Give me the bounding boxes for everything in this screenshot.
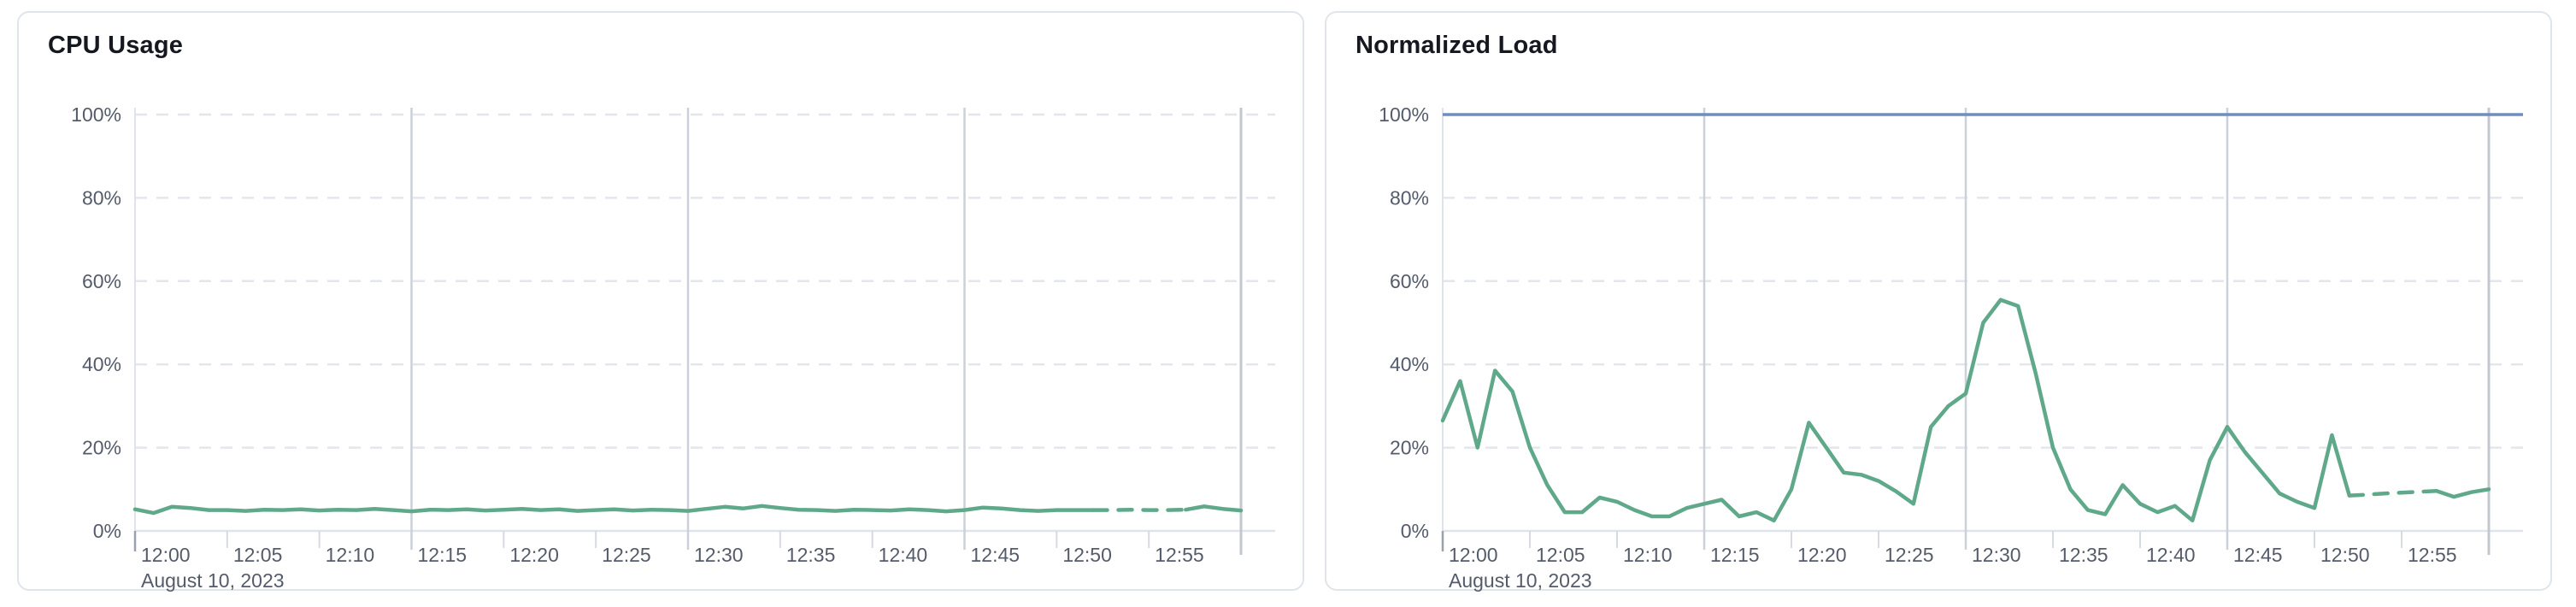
y-tick-label: 0% xyxy=(93,520,121,542)
x-tick-label: 12:05 xyxy=(233,544,283,566)
cpu-usage-title: CPU Usage xyxy=(48,32,184,59)
normalized-load-plot[interactable]: 0% 20% 40% 60% 80% 100% 12:00 12:05 12:10 12:15 12… xyxy=(1349,65,2530,595)
y-tick-label: 20% xyxy=(1390,437,1429,459)
cpu-usage-panel: CPU Usage 0% 20% 40% 60% 80% 100% 12:00 12:05 12… xyxy=(17,11,1304,592)
x-tick-label: 12:25 xyxy=(1885,544,1934,566)
x-tick-label: 12:55 xyxy=(1155,544,1204,566)
normalized-load-title: Normalized Load xyxy=(1356,32,1558,59)
x-tick-label: 12:45 xyxy=(971,544,1020,566)
normalized-load-panel: Normalized Load 0% 20% 40% 60% 80% 100% 12:00 1… xyxy=(1325,11,2552,592)
y-tick-label: 0% xyxy=(1401,520,1429,542)
chart-layers: 0% 20% 40% 60% 80% 100% 12:00 12:05 12:10 12:15 12… xyxy=(71,103,1275,592)
x-tick-label: 12:40 xyxy=(879,544,928,566)
x-tick-label: 12:50 xyxy=(1062,544,1112,566)
y-tick-label: 100% xyxy=(1379,103,1429,126)
y-tick-label: 20% xyxy=(82,437,121,459)
x-tick-label: 12:20 xyxy=(509,544,559,566)
series-line-dashed xyxy=(2347,488,2439,498)
x-tick-label: 12:05 xyxy=(1536,544,1585,566)
x-tick-label: 12:15 xyxy=(1710,544,1760,566)
series-line xyxy=(1440,298,2352,523)
y-tick-label: 40% xyxy=(82,353,121,375)
y-tick-label: 60% xyxy=(82,270,121,292)
x-tick-label: 12:40 xyxy=(2146,544,2196,566)
x-tick-label: 12:20 xyxy=(1797,544,1847,566)
y-tick-label: 80% xyxy=(1390,186,1429,209)
x-axis-date-label: August 10, 2023 xyxy=(141,569,285,592)
x-tick-label: 12:30 xyxy=(694,544,744,566)
series-line xyxy=(1184,504,1244,513)
x-tick-label: 12:45 xyxy=(2233,544,2283,566)
series-line xyxy=(2434,487,2491,499)
cpu-usage-chart[interactable]: 0% 20% 40% 60% 80% 100% 12:00 12:05 12:10 12:15 12… xyxy=(41,65,1280,595)
x-tick-label: 12:25 xyxy=(602,544,651,566)
x-tick-label: 12:30 xyxy=(1972,544,2021,566)
x-tick-label: 12:00 xyxy=(141,544,191,566)
x-tick-label: 12:15 xyxy=(418,544,468,566)
x-tick-label: 12:35 xyxy=(2059,544,2108,566)
series-line xyxy=(132,504,1096,516)
x-tick-label: 12:10 xyxy=(1623,544,1673,566)
x-tick-label: 12:50 xyxy=(2320,544,2370,566)
y-tick-label: 40% xyxy=(1390,353,1429,375)
x-tick-label: 12:55 xyxy=(2408,544,2457,566)
y-tick-label: 80% xyxy=(82,186,121,209)
y-tick-label: 60% xyxy=(1390,270,1429,292)
y-tick-label: 100% xyxy=(71,103,121,126)
chart-layers: 0% 20% 40% 60% 80% 100% 12:00 12:05 12:10 12:15 12… xyxy=(1379,103,2523,592)
x-tick-label: 12:10 xyxy=(326,544,375,566)
x-tick-label: 12:35 xyxy=(786,544,836,566)
normalized-load-chart[interactable]: 0% 20% 40% 60% 80% 100% 12:00 12:05 12:10 12:15 12… xyxy=(1349,65,2528,595)
x-tick-label: 12:00 xyxy=(1449,544,1498,566)
x-axis-date-label: August 10, 2023 xyxy=(1449,569,1592,592)
cpu-usage-plot[interactable]: 0% 20% 40% 60% 80% 100% 12:00 12:05 12:10 12:15 12… xyxy=(41,65,1282,595)
